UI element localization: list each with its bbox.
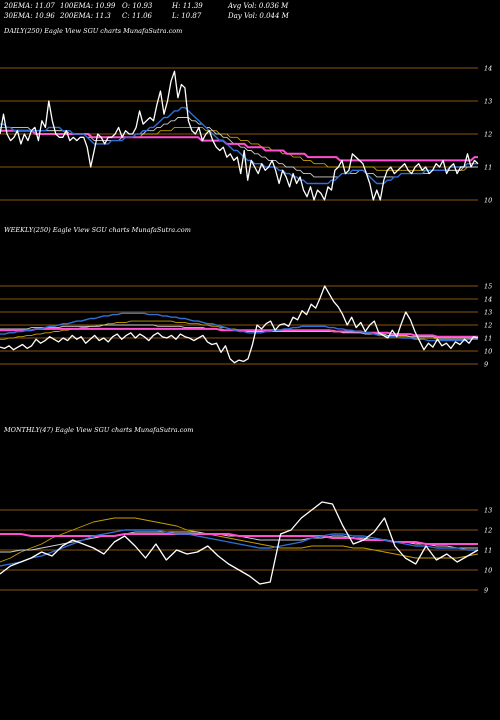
y-tick-label: 11: [484, 164, 492, 172]
ema100-label: 100EMA: 10.99: [60, 2, 116, 10]
y-tick-label: 12: [484, 527, 492, 535]
ema20-label: 20EMA: 11.07: [4, 2, 55, 10]
weekly-chart: 15 14 13 12 11 10 9: [0, 283, 492, 369]
y-tick-label: 13: [484, 507, 492, 515]
y-tick-label: 12: [484, 131, 492, 139]
daily-chart-title: DAILY(250) Eagle View SGU charts MunafaS…: [4, 27, 183, 35]
stats-header: 20EMA: 11.07 100EMA: 10.99 O: 10.93 H: 1…: [4, 2, 289, 107]
y-tick-label: 14: [484, 296, 492, 304]
monthly-chart-panel: MONTHLY(47) Eagle View SGU charts Munafa…: [0, 424, 500, 624]
y-tick-label: 15: [484, 283, 492, 291]
y-tick-label: 10: [484, 348, 492, 356]
y-tick-label: 10: [484, 567, 492, 575]
ema-short-line: [0, 529, 478, 567]
close-label: C: 11.06: [122, 11, 152, 20]
high-label: H: 11.39: [172, 2, 203, 10]
ema-short-line: [0, 106, 478, 185]
price-line: [0, 501, 479, 585]
avg-vol-label: Avg Vol: 0.036 M: [228, 2, 289, 10]
day-vol-label: Day Vol: 0.044 M: [228, 11, 289, 20]
price-line: [0, 70, 479, 201]
y-tick-label: 11: [484, 335, 492, 343]
ema30-label: 30EMA: 10.96: [4, 11, 55, 20]
y-tick-label: 12: [484, 322, 492, 330]
y-tick-label: 10: [484, 197, 492, 205]
open-label: O: 10.93: [122, 2, 153, 10]
y-tick-label: 9: [484, 361, 488, 369]
daily-chart-panel: DAILY(250) Eagle View SGU charts MunafaS…: [0, 24, 500, 224]
low-label: L: 10.87: [172, 11, 202, 20]
monthly-chart: 13 12 11 10 9: [0, 501, 492, 595]
ema-short-line: [0, 312, 478, 342]
weekly-chart-panel: WEEKLY(250) Eagle View SGU charts Munafa…: [0, 224, 500, 424]
daily-chart: 14 13 12 11 10: [0, 65, 492, 205]
ema200-label: 200EMA: 11.3: [60, 11, 111, 20]
y-tick-label: 11: [484, 547, 492, 555]
y-tick-label: 9: [484, 587, 488, 595]
price-line: [0, 285, 479, 364]
monthly-chart-title: MONTHLY(47) Eagle View SGU charts Munafa…: [4, 426, 194, 434]
ema-long-line: [0, 517, 479, 563]
y-tick-label: 14: [484, 65, 492, 73]
y-tick-label: 13: [484, 98, 492, 106]
y-tick-label: 13: [484, 309, 492, 317]
weekly-chart-title: WEEKLY(250) Eagle View SGU charts Munafa…: [4, 226, 191, 234]
